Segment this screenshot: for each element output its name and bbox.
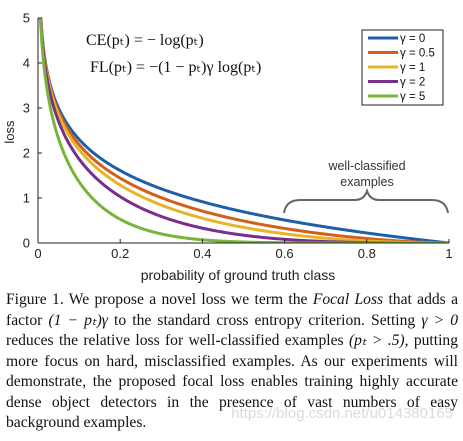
y-axis-label: loss [2, 120, 17, 144]
annotation-line-1: well-classified [327, 159, 405, 173]
well-classified-annotation: well-classified examples [283, 159, 449, 214]
y-tick-label: 1 [23, 191, 30, 206]
legend-entry: γ = 2 [400, 77, 425, 89]
caption-part-4: reduces the relative loss for well-class… [6, 332, 349, 349]
loss-chart: 0 0.2 0.4 0.6 0.8 1 0 1 2 3 4 5 loss probability of… [2, 11, 453, 284]
caption-focal-loss: Focal Loss [312, 291, 384, 308]
y-tick-label: 4 [23, 56, 30, 71]
fl-equation: FL(pₜ) = −(1 − pₜ)γ log(pₜ) [90, 59, 261, 76]
y-tick-label: 0 [23, 236, 30, 251]
x-tick-label: 0.6 [276, 246, 294, 261]
caption-gamma-condition: γ > 0 [421, 311, 458, 329]
y-tick-label: 3 [23, 101, 30, 116]
annotation-line-2: examples [340, 175, 394, 189]
x-tick-label: 0.2 [111, 246, 129, 261]
figure-caption: Figure 1. We propose a novel loss we ter… [6, 290, 458, 434]
caption-part-1: Figure 1. We propose a novel loss we ter… [6, 291, 313, 308]
legend-entry: γ = 5 [400, 91, 425, 103]
x-tick-label: 1 [445, 246, 452, 261]
x-tick-label: 0.8 [358, 246, 376, 261]
series-line-gamma-0-5 [39, 18, 449, 243]
legend-entry: γ = 0 [400, 33, 425, 45]
x-axis-label: probability of ground truth class [141, 267, 336, 283]
x-tick-label: 0.4 [193, 246, 211, 261]
series-line-gamma-5 [38, 18, 449, 243]
caption-part-5: , putting more focus on hard, misclassif… [6, 332, 459, 431]
caption-pt-condition: (pₜ > .5) [348, 332, 405, 349]
caption-part-2: that adds a factor [6, 291, 458, 329]
y-tick-label: 5 [23, 11, 30, 26]
legend: γ = 0 γ = 0.5 γ = 1 γ = 2 γ = 5 [361, 29, 444, 106]
caption-factor: (1 − pₜ)γ [48, 311, 108, 329]
focal-loss-figure: 0 0.2 0.4 0.6 0.8 1 0 1 2 3 4 5 loss probability of… [2, 11, 453, 284]
annotation-brace [283, 187, 449, 214]
caption-part-3: to the standard cross entropy criterion.… [107, 311, 422, 329]
legend-entry: γ = 1 [400, 62, 425, 74]
y-tick-label: 2 [23, 146, 30, 161]
series-line-gamma-0 [39, 18, 449, 243]
legend-entry: γ = 0.5 [400, 48, 435, 60]
x-tick-label: 0 [34, 246, 41, 261]
ce-equation: CE(pₜ) = − log(pₜ) [86, 32, 204, 49]
